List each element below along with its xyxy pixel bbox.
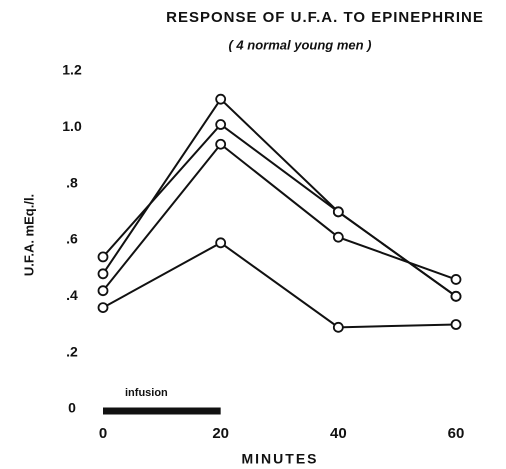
x-tick-label: 20: [212, 425, 229, 442]
data-point: [97, 251, 109, 263]
y-tick-label: .2: [66, 343, 78, 359]
y-tick-label: 0: [68, 400, 76, 416]
series-line: [102, 123, 457, 298]
data-point: [215, 93, 227, 105]
y-tick-label: 1.0: [62, 118, 82, 134]
data-point: [215, 119, 227, 130]
series-line: [102, 97, 457, 298]
chart-title: RESPONSE OF U.F.A. TO EPINEPHRINE: [166, 9, 484, 26]
y-tick-label: 1.2: [62, 62, 82, 78]
data-point: [332, 231, 344, 243]
data-point: [450, 290, 462, 302]
data-point: [215, 138, 227, 150]
data-point: [332, 206, 344, 218]
y-tick-label: .4: [66, 287, 78, 303]
data-point: [97, 268, 109, 280]
series-line: [102, 241, 457, 329]
data-point: [215, 237, 227, 249]
chart-subtitle: ( 4 normal young men ): [228, 37, 371, 52]
y-tick-label: .8: [66, 174, 78, 190]
data-point: [97, 285, 109, 297]
x-tick-label: 60: [448, 425, 465, 442]
y-tick-label: .6: [66, 231, 78, 247]
data-point: [450, 274, 462, 285]
x-axis-label: MINUTES: [242, 451, 319, 467]
x-tick-label: 40: [330, 425, 347, 442]
data-point: [97, 302, 109, 314]
annotation: infusion: [125, 387, 168, 399]
x-tick-label: 0: [99, 425, 107, 442]
series-line: [102, 142, 457, 292]
data-point: [332, 321, 344, 333]
y-axis-label: U.F.A. mEq./l.: [21, 194, 36, 276]
data-point: [450, 319, 462, 330]
